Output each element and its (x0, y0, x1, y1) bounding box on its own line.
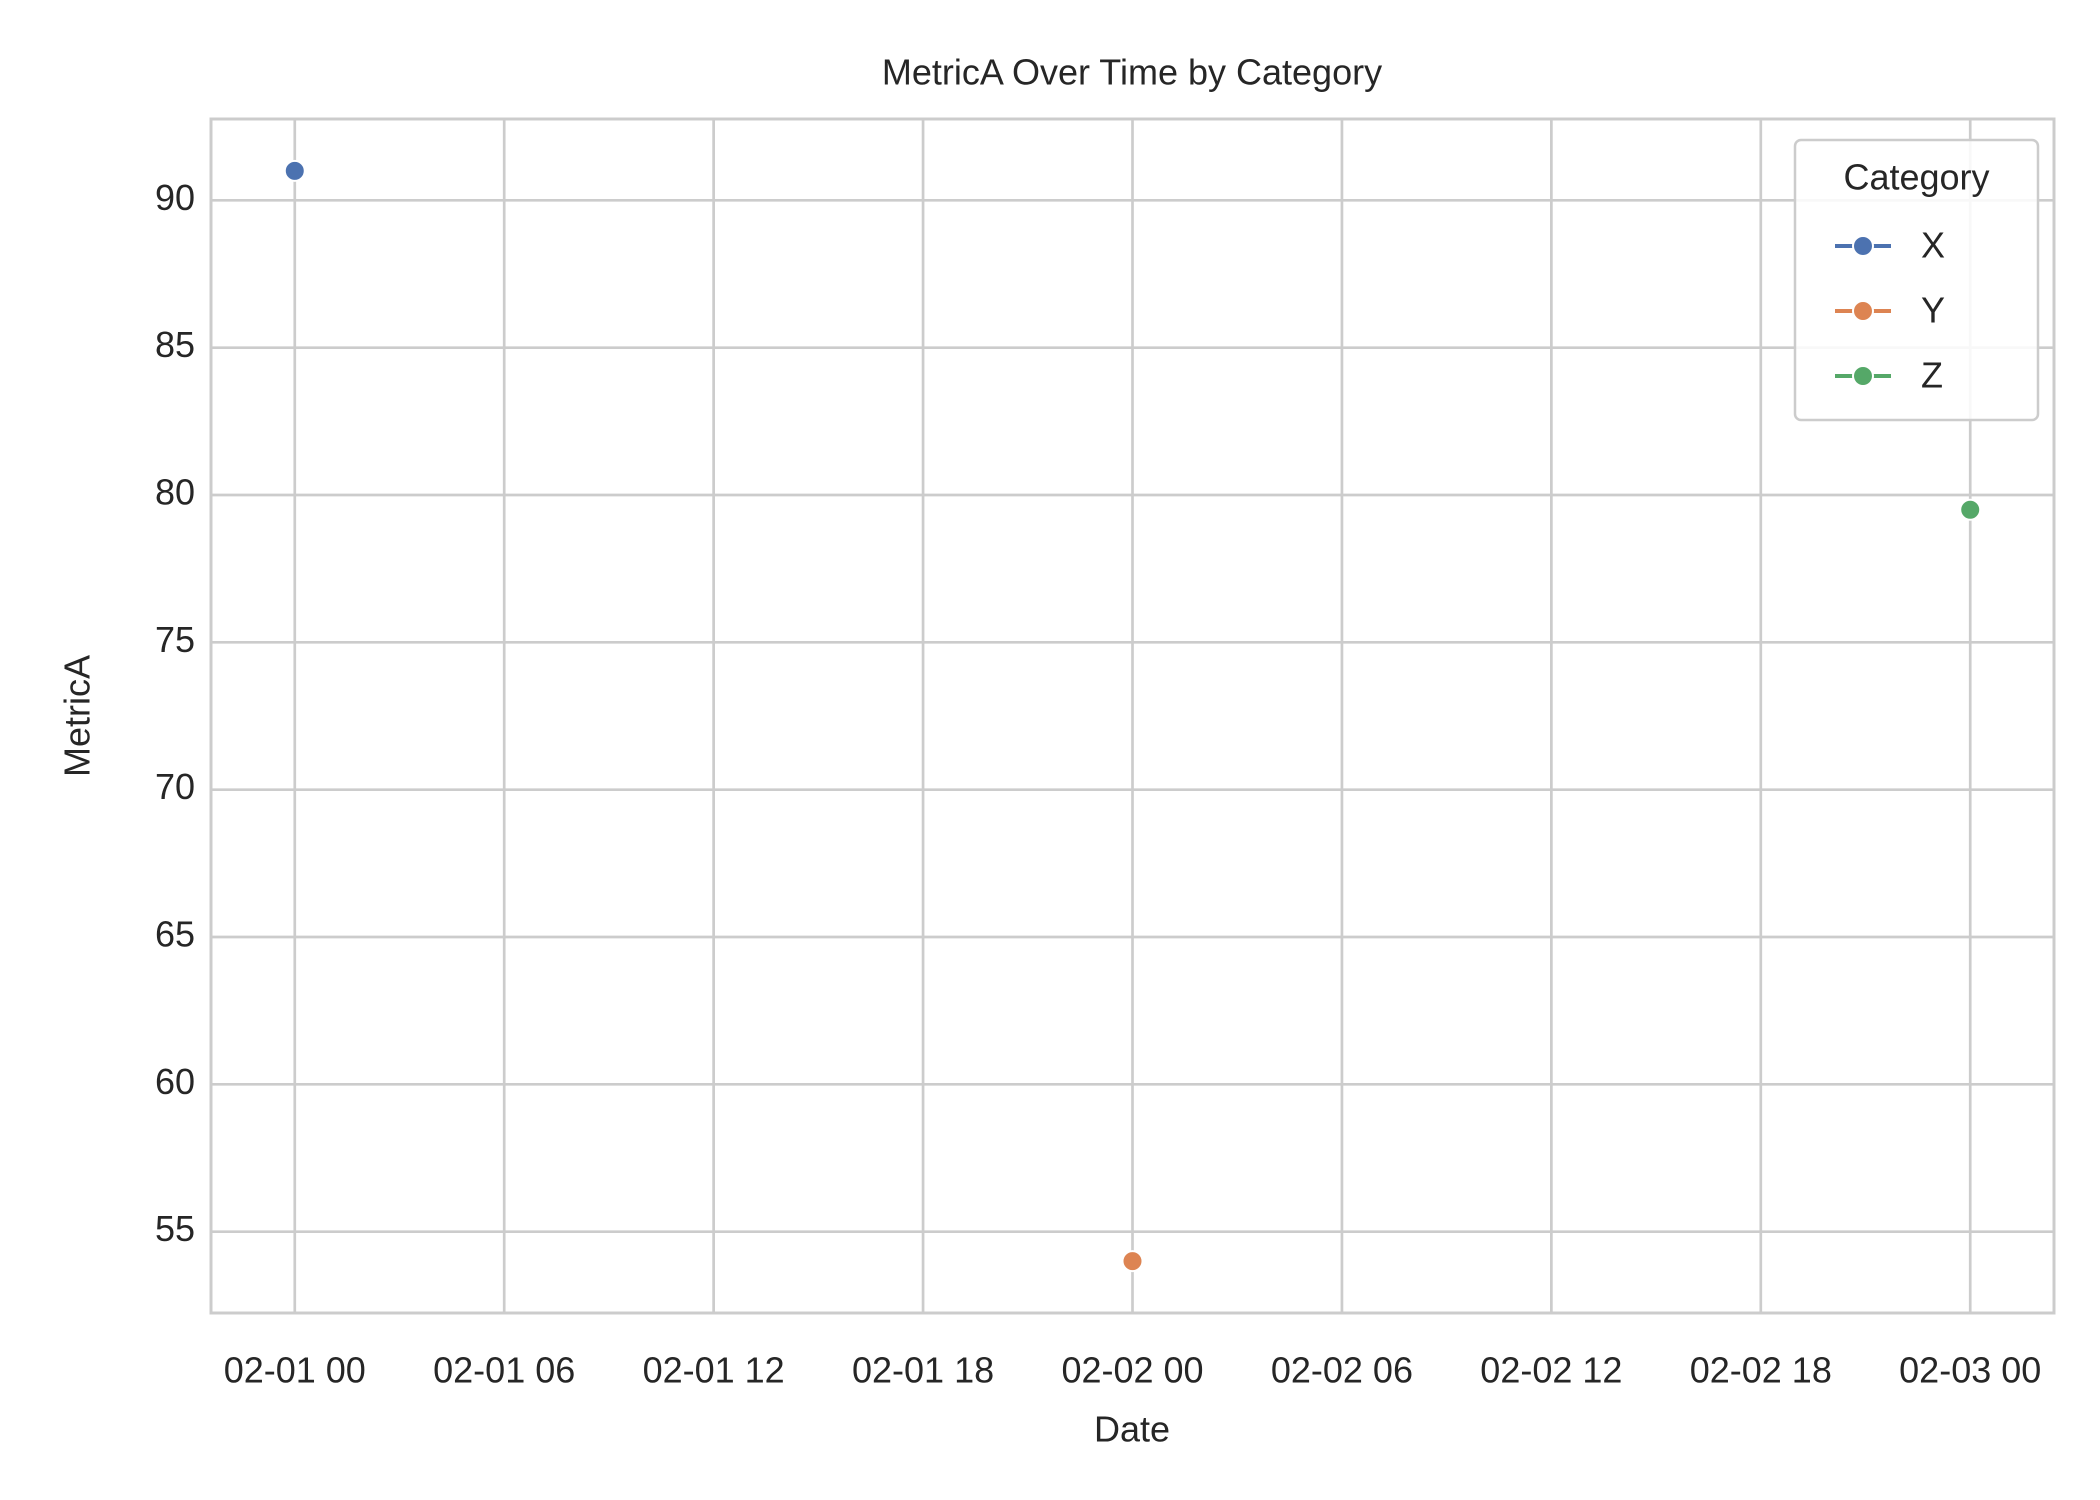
plot-frame (209, 117, 2056, 1315)
legend-box (1793, 138, 2040, 422)
legend-marker (1852, 365, 1874, 387)
y-tick-label: 60 (155, 1061, 195, 1102)
legend-title: Category (1843, 157, 1989, 198)
legend: Category XYZ (1793, 138, 2040, 422)
x-tick-label: 02-01 18 (852, 1350, 994, 1391)
x-tick-label: 02-01 12 (643, 1350, 785, 1391)
legend-label: Z (1921, 355, 1943, 396)
y-tick-label: 70 (155, 766, 195, 807)
data-point (1959, 498, 1982, 521)
y-tick-label: 55 (155, 1208, 195, 1249)
y-tick-label: 75 (155, 619, 195, 660)
x-axis-label: Date (1094, 1409, 1170, 1450)
legend-marker (1852, 300, 1874, 322)
x-tick-label: 02-02 18 (1690, 1350, 1832, 1391)
y-tick-label: 85 (155, 324, 195, 365)
data-point (1121, 1250, 1144, 1273)
y-tick-label: 90 (155, 177, 195, 218)
x-tick-label: 02-02 06 (1271, 1350, 1413, 1391)
legend-marker (1852, 235, 1874, 257)
x-tick-label: 02-01 00 (224, 1350, 366, 1391)
y-tick-label: 65 (155, 914, 195, 955)
x-tick-label: 02-03 00 (1899, 1350, 2041, 1391)
x-tick-label: 02-02 12 (1480, 1350, 1622, 1391)
chart-title: MetricA Over Time by Category (882, 52, 1382, 93)
data-point (283, 159, 306, 182)
x-tick-label: 02-01 06 (433, 1350, 575, 1391)
y-tick-label: 80 (155, 472, 195, 513)
legend-label: Y (1921, 290, 1945, 331)
x-tick-label: 02-02 00 (1061, 1350, 1203, 1391)
legend-label: X (1921, 225, 1945, 266)
y-axis-label: MetricA (57, 655, 98, 777)
